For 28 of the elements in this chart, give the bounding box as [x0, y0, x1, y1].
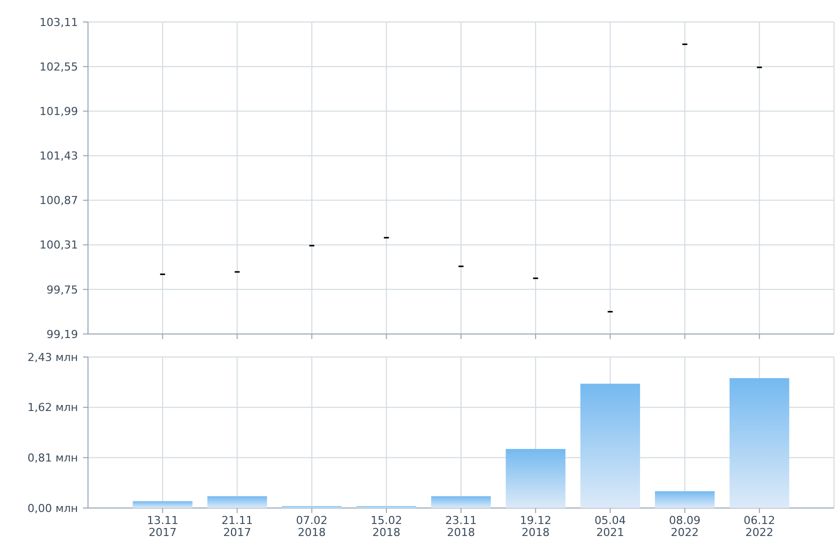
- y-tick-label: 103,11: [40, 16, 78, 29]
- y-tick-label: 100,87: [40, 194, 78, 208]
- bar: [207, 496, 268, 508]
- bar: [730, 378, 790, 508]
- y-tick-label: 0,81 млн: [27, 452, 78, 465]
- x-tick-label: 05.04 2021: [594, 514, 626, 539]
- y-tick-label: 99,75: [46, 283, 78, 296]
- x-tick-label: 06.12 2022: [744, 514, 776, 539]
- y-tick-label: 101,99: [40, 104, 78, 118]
- y-tick-label: 101,43: [40, 150, 78, 163]
- bar: [654, 491, 715, 508]
- x-tick-label: 15.02 2018: [370, 514, 402, 539]
- y-tick-label: 102,55: [40, 60, 78, 74]
- y-tick-label: 1,62 млн: [27, 401, 78, 414]
- x-tick-label: 13.11 2017: [146, 514, 178, 539]
- x-tick-label: 21.11 2017: [221, 514, 253, 539]
- x-tick-label: 19.12 2018: [520, 514, 552, 539]
- x-tick-label: 23.11 2018: [445, 514, 477, 539]
- bar: [132, 501, 192, 508]
- x-tick-label: 07.02 2018: [296, 514, 328, 539]
- y-tick-label: 99,19: [46, 328, 78, 341]
- bar: [580, 384, 640, 508]
- x-tick-label: 08.09 2022: [669, 514, 701, 539]
- y-tick-label: 100,31: [40, 238, 78, 252]
- bar: [506, 448, 566, 508]
- y-tick-label: 0,00 млн: [27, 502, 78, 515]
- bar: [431, 496, 491, 508]
- y-tick-label: 2,43 млн: [27, 350, 78, 364]
